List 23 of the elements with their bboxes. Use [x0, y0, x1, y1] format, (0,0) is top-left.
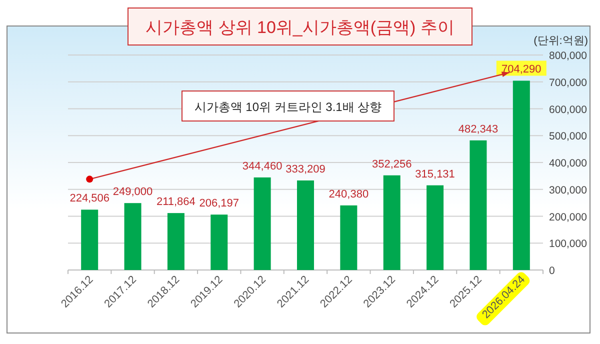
chart-title: 시가총액 상위 10위_시가총액(금액) 추이 [146, 18, 454, 37]
data-label: 704,290 [502, 64, 542, 76]
y-tick-label: 300,000 [549, 184, 588, 196]
y-tick-label: 500,000 [549, 130, 588, 143]
annotation: 시가총액 10위 커트라인 3.1배 상향 [194, 100, 382, 114]
text: (단위:억원) [534, 35, 588, 47]
data-label: 344,460 [242, 160, 282, 172]
data-label: 333,209 [286, 163, 326, 176]
y-tick-label: 600,000 [549, 104, 588, 116]
data-label: 240,380 [328, 188, 369, 200]
data-label: 482,343 [458, 123, 498, 136]
data-label: 249,000 [112, 186, 153, 198]
y-tick-label: 700,000 [549, 76, 588, 89]
data-label: 224,506 [70, 192, 110, 205]
data-label: 211,864 [156, 196, 196, 208]
data-label: 352,256 [372, 158, 412, 170]
y-tick-label: 400,000 [549, 158, 588, 170]
data-label: 315,131 [415, 168, 455, 180]
y-tick-label: 200,000 [549, 211, 588, 224]
data-label: 206,197 [199, 198, 240, 210]
y-tick-label: 800,000 [549, 50, 588, 62]
y-tick-label: 0 [549, 265, 555, 277]
y-tick-label: 100,000 [549, 238, 588, 250]
